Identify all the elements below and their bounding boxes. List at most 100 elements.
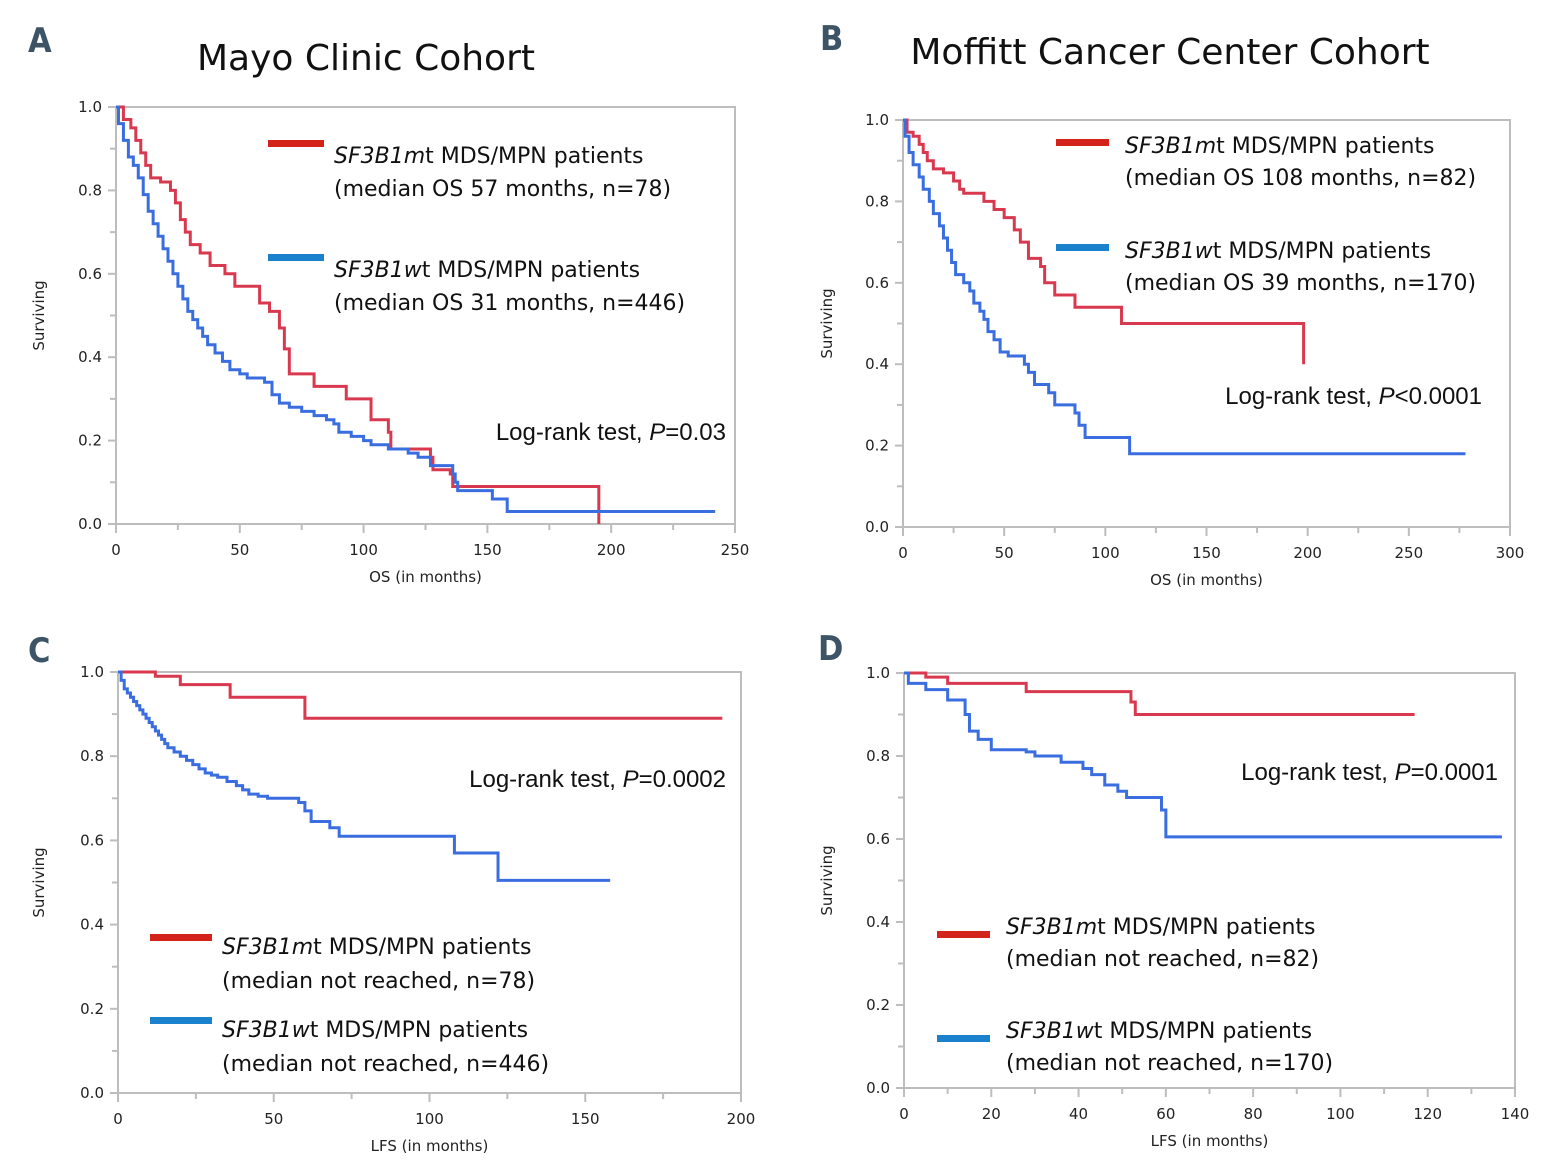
x-tick-label: 50	[264, 1110, 283, 1128]
p-symbol: P	[623, 766, 639, 793]
x-tick-label: 300	[1496, 544, 1525, 562]
x-tick-label: 20	[982, 1105, 1001, 1123]
legend-gene-name: SF3B1w	[222, 1018, 311, 1043]
km-curve-sf3b1-wildtype	[118, 670, 611, 882]
y-tick-label: 0.8	[866, 747, 890, 765]
log-rank-prefix: Log-rank test,	[496, 419, 649, 446]
legend-label: SF3B1wt MDS/MPN patients	[1125, 239, 1431, 264]
legend-detail: (median OS 39 months, n=170)	[1125, 271, 1476, 296]
legend-label: SF3B1wt MDS/MPN patients	[222, 1018, 528, 1043]
x-tick-label: 100	[1091, 544, 1120, 562]
p-symbol: P	[1379, 383, 1395, 410]
x-tick-label: 50	[230, 541, 249, 559]
y-tick-label: 0.2	[80, 1000, 104, 1018]
legend-detail: (median OS 108 months, n=82)	[1125, 166, 1476, 191]
legend-detail: (median not reached, n=82)	[1006, 947, 1319, 972]
panel-letter: D	[818, 629, 843, 669]
y-tick-label: 0.0	[865, 518, 889, 536]
x-tick-label: 0	[113, 1110, 123, 1128]
y-tick-label: 0.4	[865, 355, 889, 373]
legend-label: SF3B1wt MDS/MPN patients	[334, 258, 640, 283]
y-tick-label: 0.2	[866, 996, 890, 1014]
y-tick-label: 1.0	[80, 663, 104, 681]
y-tick-label: 0.0	[78, 515, 102, 533]
x-tick-label: 250	[1395, 544, 1424, 562]
legend-group-text: t MDS/MPN patients	[313, 935, 531, 960]
legend-swatch-wildtype	[937, 1035, 990, 1042]
y-tick-label: 0.6	[78, 265, 102, 283]
legend-detail: (median OS 31 months, n=446)	[334, 291, 685, 316]
y-tick-label: 1.0	[78, 98, 102, 116]
legend-label: SF3B1mt MDS/MPN patients	[1125, 134, 1435, 159]
y-tick-label: 0.8	[80, 747, 104, 765]
legend-gene-name: SF3B1w	[1125, 239, 1214, 264]
legend-group-text: t MDS/MPN patients	[1094, 1019, 1312, 1044]
legend-gene-name: SF3B1m	[1006, 915, 1097, 940]
y-tick-label: 0.6	[80, 831, 104, 849]
legend-group-text: t MDS/MPN patients	[1213, 239, 1431, 264]
legend-swatch-mutant	[937, 931, 990, 938]
y-tick-label: 0.0	[80, 1084, 104, 1102]
legend-detail: (median not reached, n=170)	[1006, 1051, 1333, 1076]
x-tick-label: 150	[473, 541, 502, 559]
x-tick-label: 200	[597, 541, 626, 559]
y-tick-label: 1.0	[865, 111, 889, 129]
legend-label: SF3B1wt MDS/MPN patients	[1006, 1019, 1312, 1044]
y-tick-label: 0.0	[866, 1079, 890, 1097]
panel-letter: C	[28, 631, 50, 671]
y-axis-label: Surviving	[30, 280, 48, 350]
title-mayo-cohort: Mayo Clinic Cohort	[197, 38, 535, 79]
panel-c-mayo-lfs: C 0.0 0.2 0.4 0.6 0.8 1.0 0 50 100 150 200 LFS (in m…	[28, 631, 755, 1155]
y-tick-label: 0.6	[866, 830, 890, 848]
panel-d-moffitt-lfs: D 0.0 0.2 0.4 0.6 0.8 1.0 0 20 40 60 80 100 120 140 LFS…	[818, 629, 1529, 1150]
y-tick-label: 0.4	[866, 913, 890, 931]
legend-group-text: t MDS/MPN patients	[422, 258, 640, 283]
p-value: <0.0001	[1395, 383, 1482, 410]
log-rank-annotation: Log-rank test, P=0.0001	[1241, 759, 1498, 786]
x-tick-label: 200	[727, 1110, 756, 1128]
x-axis-label: OS (in months)	[369, 568, 482, 586]
log-rank-annotation: Log-rank test, P<0.0001	[1225, 383, 1482, 410]
p-value: =0.0001	[1411, 759, 1498, 786]
x-tick-label: 80	[1244, 1105, 1263, 1123]
x-tick-label: 0	[898, 544, 908, 562]
km-curve-sf3b1-mutant	[903, 118, 1306, 365]
log-rank-prefix: Log-rank test,	[1225, 383, 1378, 410]
p-symbol: P	[1395, 759, 1411, 786]
p-symbol: P	[649, 419, 665, 446]
panel-letter: A	[28, 21, 52, 61]
legend-gene-name: SF3B1m	[222, 935, 313, 960]
legend-swatch-wildtype	[1056, 244, 1109, 251]
km-curve-sf3b1-wildtype	[903, 118, 1466, 456]
legend-gene-name: SF3B1w	[1006, 1019, 1095, 1044]
x-tick-label: 50	[995, 544, 1014, 562]
legend-gene-name: SF3B1m	[1125, 134, 1216, 159]
y-tick-label: 0.8	[865, 192, 889, 210]
log-rank-prefix: Log-rank test,	[1241, 759, 1394, 786]
legend-swatch-mutant	[1056, 139, 1109, 146]
legend-group-text: t MDS/MPN patients	[425, 144, 643, 169]
y-axis-label: Surviving	[818, 845, 836, 915]
legend-label: SF3B1mt MDS/MPN patients	[1006, 915, 1316, 940]
x-tick-label: 0	[899, 1105, 909, 1123]
x-tick-label: 0	[111, 541, 121, 559]
legend-swatch-wildtype	[150, 1017, 212, 1024]
y-tick-label: 0.6	[865, 274, 889, 292]
km-curve-sf3b1-wildtype	[904, 671, 1502, 839]
km-curve-sf3b1-mutant	[116, 105, 601, 524]
x-tick-label: 100	[349, 541, 378, 559]
legend-group-text: t MDS/MPN patients	[1097, 915, 1315, 940]
legend-swatch-wildtype	[268, 254, 324, 261]
x-tick-label: 60	[1156, 1105, 1175, 1123]
y-tick-label: 1.0	[866, 664, 890, 682]
legend-label: SF3B1mt MDS/MPN patients	[222, 935, 532, 960]
legend-swatch-mutant	[150, 934, 212, 941]
y-tick-label: 0.2	[78, 432, 102, 450]
panel-a-mayo-os: A 0.0 0.2 0.4 0.6 0.8 1.0 0 50 100 150 200 250 OS (in…	[28, 21, 749, 586]
title-moffitt-cohort: Moffitt Cancer Center Cohort	[910, 32, 1429, 73]
log-rank-annotation: Log-rank test, P=0.0002	[469, 766, 726, 793]
x-tick-label: 100	[415, 1110, 444, 1128]
x-axis-label: OS (in months)	[1150, 571, 1263, 589]
legend-detail: (median not reached, n=446)	[222, 1052, 549, 1077]
